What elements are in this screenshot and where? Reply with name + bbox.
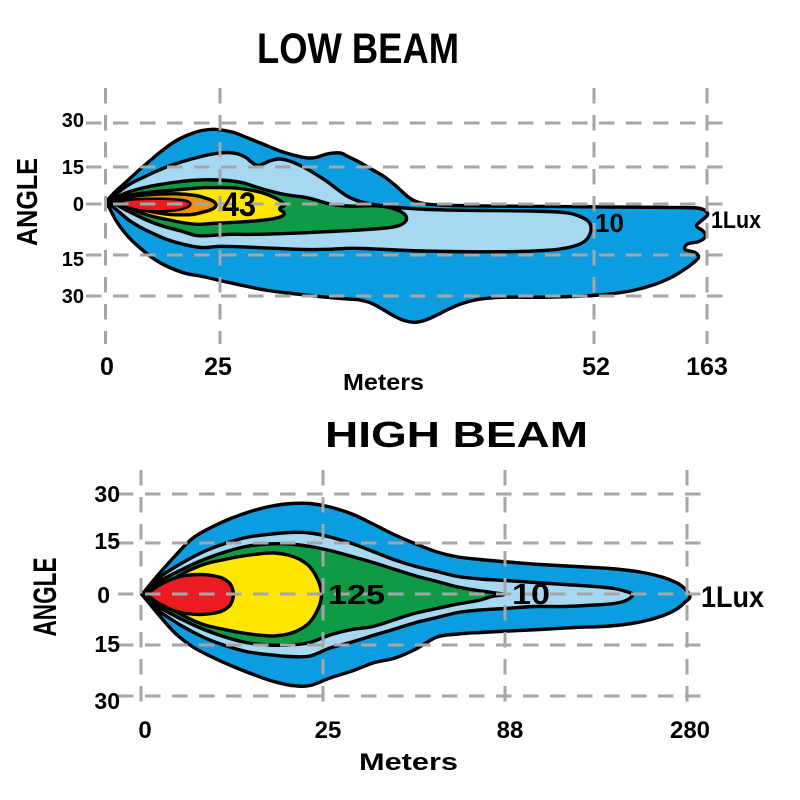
svg-text:HIGH BEAM: HIGH BEAM	[325, 414, 588, 455]
svg-text:30: 30	[94, 688, 120, 714]
svg-text:25: 25	[204, 353, 232, 381]
svg-text:15: 15	[62, 157, 84, 179]
svg-text:15: 15	[94, 528, 120, 554]
svg-text:15: 15	[62, 249, 84, 271]
svg-text:ANGLE: ANGLE	[12, 158, 44, 246]
svg-text:280: 280	[670, 717, 710, 744]
svg-text:0: 0	[73, 194, 84, 216]
svg-text:52: 52	[582, 353, 610, 381]
svg-text:0: 0	[138, 717, 151, 744]
svg-text:30: 30	[62, 286, 84, 308]
svg-text:ANGLE: ANGLE	[27, 558, 63, 637]
svg-text:30: 30	[62, 110, 84, 132]
svg-text:10: 10	[512, 579, 550, 611]
svg-text:125: 125	[328, 579, 385, 610]
svg-text:43: 43	[222, 186, 256, 224]
svg-text:0: 0	[100, 353, 114, 381]
svg-text:25: 25	[315, 717, 342, 744]
svg-text:LOW BEAM: LOW BEAM	[257, 25, 459, 73]
svg-text:163: 163	[686, 353, 728, 381]
svg-text:0: 0	[97, 582, 110, 608]
svg-text:10: 10	[595, 208, 624, 238]
svg-text:1Lux: 1Lux	[711, 207, 762, 234]
svg-text:Meters: Meters	[359, 749, 458, 776]
svg-text:Meters: Meters	[343, 369, 424, 395]
svg-text:15: 15	[94, 631, 120, 657]
svg-text:30: 30	[94, 481, 120, 507]
svg-text:1Lux: 1Lux	[701, 581, 764, 614]
svg-text:88: 88	[497, 717, 524, 744]
